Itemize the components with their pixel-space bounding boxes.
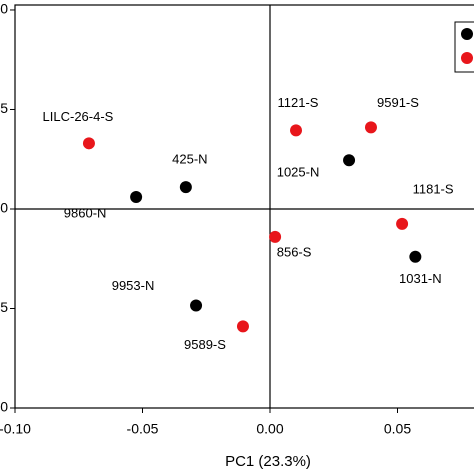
x-tick-label: 0.00 — [256, 421, 283, 437]
point-label: 1181-S — [413, 181, 454, 196]
point-label: 1121-S — [278, 95, 319, 110]
point-label: 856-S — [277, 244, 312, 259]
point — [190, 299, 203, 312]
point-label: 9860-N — [64, 205, 107, 220]
y-tick-label: -0.05 — [0, 299, 8, 315]
x-tick-label: -0.10 — [0, 421, 31, 437]
point-label: 1025-N — [277, 165, 320, 180]
point — [343, 154, 356, 167]
point-label: LILC-26-4-S — [43, 109, 114, 124]
x-tick-label: 0.05 — [384, 421, 411, 437]
point — [290, 124, 303, 137]
y-tick-label: 0.10 — [0, 1, 8, 17]
legend-marker — [461, 52, 473, 64]
plot-frame — [14, 4, 474, 409]
point-label: 9953-N — [112, 278, 155, 293]
point — [364, 121, 377, 134]
point — [396, 217, 409, 230]
point-label: 9589-S — [184, 337, 226, 352]
point — [179, 181, 192, 194]
x-tick-label: -0.05 — [127, 421, 159, 437]
x-axis-title: PC1 (23.3%) — [225, 453, 311, 470]
y-tick-label: 0.00 — [0, 200, 8, 216]
legend-marker — [461, 28, 473, 40]
point-label: 9591-S — [377, 95, 419, 110]
point-label: 1031-N — [399, 271, 442, 286]
point — [236, 320, 249, 333]
point — [82, 137, 95, 150]
point — [130, 191, 143, 204]
y-tick-label: -0.10 — [0, 399, 8, 415]
point-label: 425-N — [172, 152, 207, 167]
point — [269, 230, 282, 243]
y-tick-label: 0.05 — [0, 100, 8, 116]
point — [409, 250, 422, 263]
